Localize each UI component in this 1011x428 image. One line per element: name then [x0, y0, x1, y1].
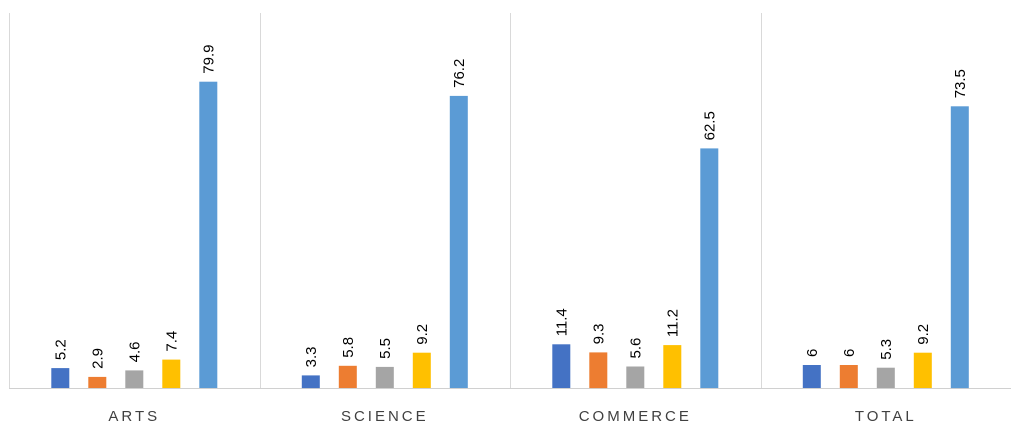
- bar-arts-series-3: [125, 370, 144, 388]
- bar-arts-series-5: [199, 81, 218, 388]
- data-label-total-series-3: 5.3: [878, 339, 895, 360]
- data-label-total-series-1: 6: [804, 349, 821, 357]
- category-separators: [9, 13, 762, 388]
- data-label-arts-series-3: 4.6: [126, 342, 143, 363]
- data-label-science-series-4: 9.2: [414, 324, 431, 345]
- bar-total-series-1: [802, 365, 821, 388]
- data-label-arts-series-2: 2.9: [89, 348, 106, 369]
- x-tick-label-science: SCIENCE: [341, 408, 429, 425]
- data-label-commerce-series-2: 9.3: [590, 324, 607, 345]
- bar-arts-series-1: [51, 368, 70, 388]
- bar-total-series-2: [839, 365, 858, 388]
- data-label-arts-series-1: 5.2: [52, 339, 69, 360]
- data-label-commerce-series-5: 62.5: [701, 111, 718, 140]
- bar-commerce-series-4: [663, 345, 682, 388]
- data-label-science-series-3: 5.5: [377, 338, 394, 359]
- data-label-arts-series-5: 79.9: [200, 44, 217, 73]
- x-tick-labels-group: ARTS SCIENCE COMMERCE TOTAL: [108, 408, 917, 425]
- bar-commerce-series-3: [626, 366, 645, 388]
- bar-science-series-4: [412, 352, 431, 388]
- data-label-commerce-series-4: 11.2: [664, 309, 681, 337]
- bar-science-series-1: [301, 375, 320, 389]
- bar-commerce-series-5: [700, 148, 719, 388]
- x-tick-label-arts: ARTS: [108, 408, 160, 425]
- bar-science-series-2: [338, 365, 357, 388]
- data-label-science-series-1: 3.3: [303, 347, 320, 368]
- bar-total-series-4: [913, 352, 932, 388]
- data-label-total-series-4: 9.2: [915, 324, 932, 345]
- data-label-science-series-2: 5.8: [340, 337, 357, 358]
- bar-science-series-3: [375, 366, 394, 388]
- bar-total-series-3: [876, 367, 895, 388]
- bar-total-series-5: [950, 106, 969, 389]
- bar-arts-series-2: [88, 376, 107, 388]
- data-label-commerce-series-1: 11.4: [553, 308, 570, 336]
- bars-group: [51, 81, 969, 389]
- bar-commerce-series-1: [552, 344, 571, 388]
- bar-commerce-series-2: [589, 352, 608, 389]
- x-tick-label-total: TOTAL: [855, 408, 917, 425]
- data-label-total-series-2: 6: [841, 349, 858, 357]
- data-label-arts-series-4: 7.4: [163, 331, 180, 352]
- data-label-science-series-5: 76.2: [451, 59, 468, 88]
- bar-arts-series-4: [162, 359, 181, 388]
- data-label-total-series-5: 73.5: [952, 69, 969, 98]
- x-tick-label-commerce: COMMERCE: [579, 408, 692, 425]
- bar-science-series-5: [449, 95, 468, 389]
- data-labels-group: 5.2 2.9 4.6 7.4 79.9 3.3 5.8 5.5 9.2 76.2 11.4 9.3 5…: [52, 44, 969, 369]
- data-label-commerce-series-3: 5.6: [627, 338, 644, 359]
